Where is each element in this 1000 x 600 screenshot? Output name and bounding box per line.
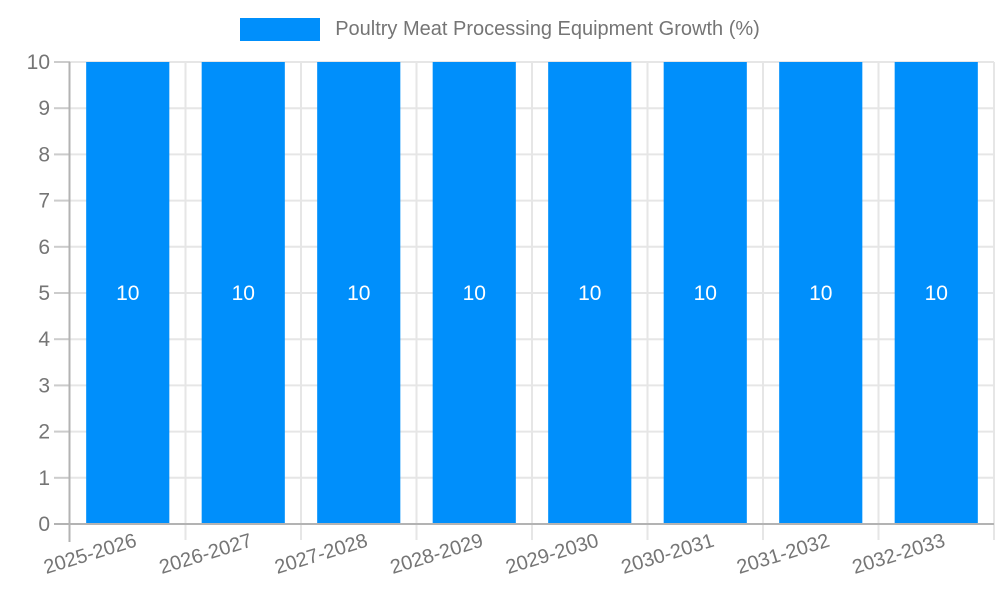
bar[interactable] [432,62,516,524]
legend-label: Poultry Meat Processing Equipment Growth… [335,18,760,40]
y-axis-label: 7 [38,190,50,213]
x-axis-label: 2032-2033 [850,530,948,579]
y-axis-label: 10 [27,51,50,74]
y-axis-label: 9 [38,97,50,120]
x-axis-label: 2026-2027 [157,530,255,579]
x-axis-label: 2025-2026 [41,530,139,579]
y-axis-label: 8 [38,143,50,166]
x-axis-label: 2029-2030 [503,530,601,579]
bar-value-label: 10 [463,282,486,305]
bar[interactable] [317,62,401,524]
bar-value-label: 10 [694,282,717,305]
y-axis-label: 2 [38,421,50,444]
legend-swatch [240,18,321,41]
y-axis-label: 0 [38,513,50,536]
x-axis-label: 2031-2032 [734,530,832,579]
bar-value-label: 10 [925,282,948,305]
bar[interactable] [779,62,863,524]
bar[interactable] [86,62,170,524]
y-axis-label: 4 [38,328,50,351]
bar-value-label: 10 [347,282,370,305]
bar-value-label: 10 [809,282,832,305]
bar-value-label: 10 [116,282,139,305]
y-axis-label: 3 [38,374,50,397]
legend-item[interactable]: Poultry Meat Processing Equipment Growth… [0,18,1000,41]
bar[interactable] [548,62,632,524]
x-axis-label: 2027-2028 [272,530,370,579]
y-axis-label: 1 [38,467,50,490]
x-axis-label: 2028-2029 [388,530,486,579]
x-axis-label: 2030-2031 [619,530,717,579]
bar[interactable] [663,62,747,524]
y-axis-label: 6 [38,236,50,259]
y-axis-label: 5 [38,282,50,305]
bar-value-label: 10 [232,282,255,305]
bar[interactable] [201,62,285,524]
bar[interactable] [894,62,978,524]
bar-value-label: 10 [578,282,601,305]
